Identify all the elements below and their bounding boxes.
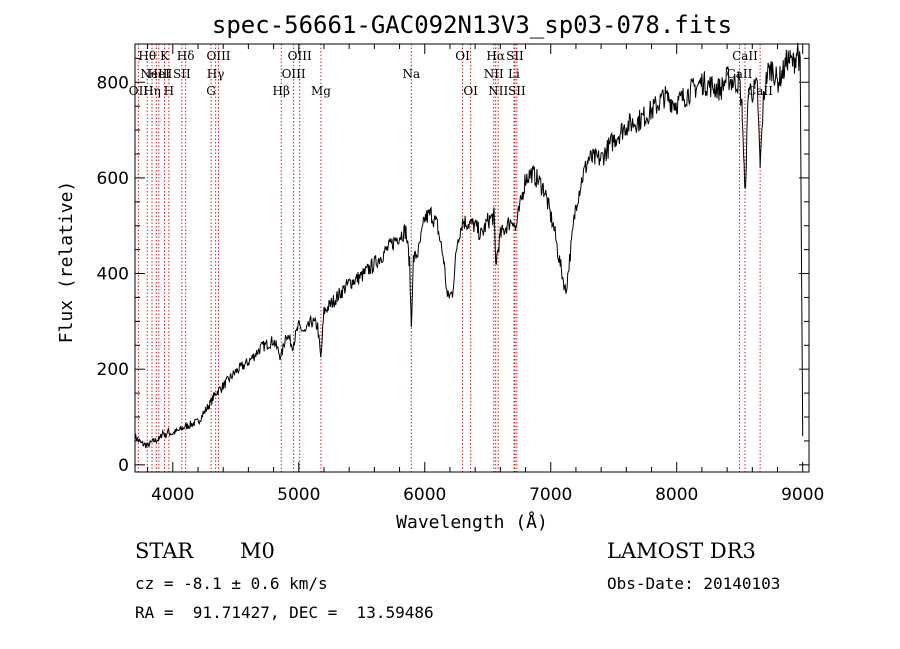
spectral-line-label: Na [402,67,420,81]
spectral-line-label: K [160,49,170,63]
spectral-line-label: Mg [311,84,331,98]
spectral-line-label: G [206,84,216,98]
x-axis-label: Wavelength (Å) [396,511,548,533]
spectral-line-label: NeIII [140,67,172,81]
object-subclass: M0 [240,539,275,563]
spectral-line-label: OII [129,84,149,98]
y-tick-label: 800 [97,73,129,93]
spectral-line-label: SII [506,49,524,63]
spectral-line-label: OIII [282,67,306,81]
spectral-line-label: OI [455,49,470,63]
x-tick-label: 8000 [655,485,698,505]
x-tick-label: 4000 [151,485,194,505]
spectral-line-label: OI [463,84,478,98]
y-tick-label: 400 [97,265,129,285]
spectral-line-markers [137,44,761,472]
flux-series-line [134,42,804,449]
spectral-line-label: Li [508,67,520,81]
spectral-line-label: OIII [288,49,312,63]
spectral-line-label: Hα [486,49,505,63]
spectral-line-label: NII [484,67,504,81]
x-tick-label: 9000 [781,485,824,505]
object-class: STAR [135,539,194,563]
redshift-value: cz = -8.1 ± 0.6 km/s [135,574,328,593]
y-tick-label: 600 [97,169,129,189]
sky-coordinates: RA = 91.71427, DEC = 13.59486 [135,603,434,622]
y-axis-ticks: 0 200 400 600 800 [97,57,809,476]
y-tick-label: 0 [118,456,129,476]
spectral-line-label: NII [488,84,508,98]
x-tick-label: 5000 [277,485,320,505]
spectral-line-label: CaII [727,67,753,81]
spectral-line-label: SII [173,67,191,81]
spectral-line-label: Hβ [273,84,290,98]
survey-name: LAMOST DR3 [607,539,756,563]
spectral-line-label: Hγ [207,67,225,81]
x-tick-label: 6000 [403,485,446,505]
y-axis-label: Flux (relative) [56,181,77,344]
spectral-line-label: Hδ [177,49,195,63]
spectral-line-label: HeI [148,67,171,81]
spectral-line-label: CaII [732,49,758,63]
spectral-line-label: OIII [206,49,230,63]
spectral-line-label: H [164,84,174,98]
spectral-line-label: Hθ [138,49,156,63]
observation-date: Obs-Date: 20140103 [607,574,781,593]
y-tick-label: 200 [97,360,129,380]
plot-frame [134,43,810,473]
spectral-line-label: SII [508,84,526,98]
chart-title: spec-56661-GAC092N13V3_sp03-078.fits [212,11,732,39]
x-tick-label: 7000 [529,485,572,505]
spectral-line-label: Hη [143,84,161,98]
x-axis-ticks: 4000 5000 6000 7000 8000 9000 [147,44,824,505]
